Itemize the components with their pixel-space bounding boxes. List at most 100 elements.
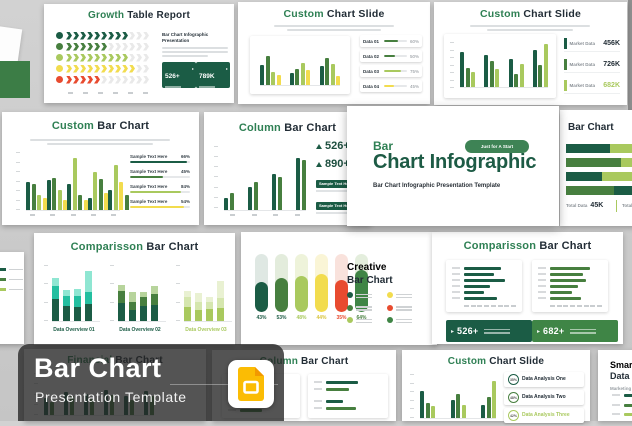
slide-custom-bar-chart[interactable]: Custom Bar Chart Sample Text Here 66% Sam…: [2, 112, 199, 225]
slide-comparisson-right[interactable]: Comparisson Bar Chart ▸ 526+ ▸ 682+: [432, 232, 623, 344]
bar: [464, 285, 490, 288]
label-chip: Sample Text Here: [316, 180, 364, 192]
chevron-row: [56, 63, 150, 74]
row-label: Sample Text Here: [130, 169, 168, 174]
stacked-bar-row: [566, 186, 632, 195]
row-label: Sample Text Here: [130, 154, 168, 159]
label-chip: Sample Text Here: [316, 202, 364, 214]
bar: [83, 199, 88, 210]
chevron-icon: [94, 64, 100, 73]
hbar-chart: [612, 394, 632, 416]
row-label: Market Data: [569, 40, 596, 46]
stacked-bar: [118, 285, 125, 321]
row-value: 84%: [180, 184, 190, 189]
total-stat: Total Data 45K: [566, 202, 603, 209]
title-accent: Smart: [610, 360, 632, 370]
bar: [295, 68, 300, 85]
bar-row: [314, 381, 380, 384]
bar: [319, 65, 324, 85]
bar-segment: [118, 285, 125, 291]
hero-subtitle: Bar Chart Infographic Presentation Templ…: [373, 183, 501, 189]
slide-column-bar-chart[interactable]: Column Bar Chart 526+ 890+ Sample Text H…: [204, 112, 371, 225]
chevron-row: [56, 74, 150, 85]
bar: [260, 64, 264, 85]
bar-segment: [566, 144, 610, 153]
cropped-slide-left: [0, 252, 24, 344]
row-label: Data 03: [363, 68, 380, 74]
slide-growth-table-report[interactable]: Growth Table Report Bar Chart Infographi…: [44, 4, 234, 103]
row-value: 726K: [603, 60, 620, 68]
tick: [16, 171, 20, 172]
hbar-panel: [532, 260, 608, 312]
tick: [143, 92, 148, 94]
slide-hero-cover[interactable]: Bar Chart Infographic Bar Chart Infograp…: [347, 106, 559, 226]
pill-fill: [315, 273, 328, 312]
bar: [486, 396, 491, 418]
chevron-icon: [143, 75, 149, 84]
bar: [98, 178, 103, 210]
tick: [550, 305, 555, 307]
slide-stacked-bar-chart[interactable]: Bar Chart Total Data 45K Total Data 68K: [560, 110, 632, 226]
bar: [119, 182, 123, 210]
stat-row: 526+: [316, 140, 350, 152]
bar-group: [460, 42, 475, 87]
bar-row: [452, 279, 516, 282]
bar-segment: [129, 302, 136, 310]
bar: [624, 394, 632, 397]
tick: [477, 305, 483, 307]
legend-row: [0, 288, 23, 291]
bar: [538, 65, 543, 87]
slide-custom-chart-top[interactable]: Custom Chart Slide Data 01 60% Data 02 5…: [238, 2, 430, 104]
row-label: Sample Text Here: [130, 199, 168, 204]
tick: [176, 265, 180, 266]
slide-custom-chart-top-right[interactable]: Custom Chart Slide Market Data 456K Mark…: [434, 2, 627, 105]
chip-track: [316, 212, 364, 214]
stacked-bar: [63, 290, 70, 321]
bar-segment: [129, 310, 136, 321]
x-axis-ticks: [68, 92, 148, 94]
title-rest: Bar Chart: [143, 241, 199, 253]
tick: [68, 92, 73, 94]
tick: [410, 399, 414, 401]
triangle-up-icon: [316, 143, 322, 149]
bar-segment: [52, 278, 59, 286]
chevron-icon: [87, 64, 93, 73]
bar: [63, 199, 67, 210]
slide-title: Custom Chart Slide: [434, 8, 627, 20]
bar: [224, 198, 228, 210]
y-axis-ticks: [176, 265, 180, 321]
chevron-icon: [129, 53, 135, 62]
market-data-list: Market Data 456K Market Data 726K Market…: [564, 35, 620, 98]
hbar-panel: [308, 374, 388, 418]
stat-button: ▸ 526+: [446, 320, 532, 342]
progress-row: Sample Text Here 66%: [130, 154, 190, 163]
chevron-icon: [66, 64, 72, 73]
market-data-row: Market Data 682K: [564, 77, 620, 94]
bar: [326, 381, 359, 384]
row-badge: [56, 54, 63, 61]
stat-value: 526+: [325, 140, 350, 152]
chevron-icon: [101, 31, 107, 40]
bar-group: [260, 48, 281, 85]
stat-button: ▸ 682+: [532, 320, 618, 342]
bar-group: [46, 152, 67, 210]
pill-value: 43%: [256, 315, 267, 321]
tick: [470, 305, 476, 307]
pill-bar: 35%: [335, 254, 348, 321]
tick: [176, 319, 180, 321]
slide-smart-data-report[interactable]: Smart Data Re Marketing Perf: [598, 350, 632, 421]
chevron-icon: [143, 64, 149, 73]
bar: [550, 285, 579, 288]
slide-creative-bar-chart[interactable]: 43% 53% 48% 44% 35% 64% Creative Bar Chart: [241, 232, 437, 345]
tick: [176, 283, 180, 285]
tick: [410, 408, 414, 410]
slide-comparisson-left[interactable]: Comparisson Bar Chart Data Overview 01 D…: [34, 233, 235, 345]
legend-item: [347, 292, 387, 300]
pill-fill: [275, 278, 288, 312]
slide-custom-chart-bottom[interactable]: Custom Chart Slide 35% Data Analysis One…: [402, 350, 590, 423]
chevron-icon: [80, 53, 86, 62]
bar: [420, 390, 424, 418]
bar-row: [452, 273, 516, 276]
chevron-icon: [94, 42, 100, 51]
placeholder-text-lines: [274, 23, 394, 33]
